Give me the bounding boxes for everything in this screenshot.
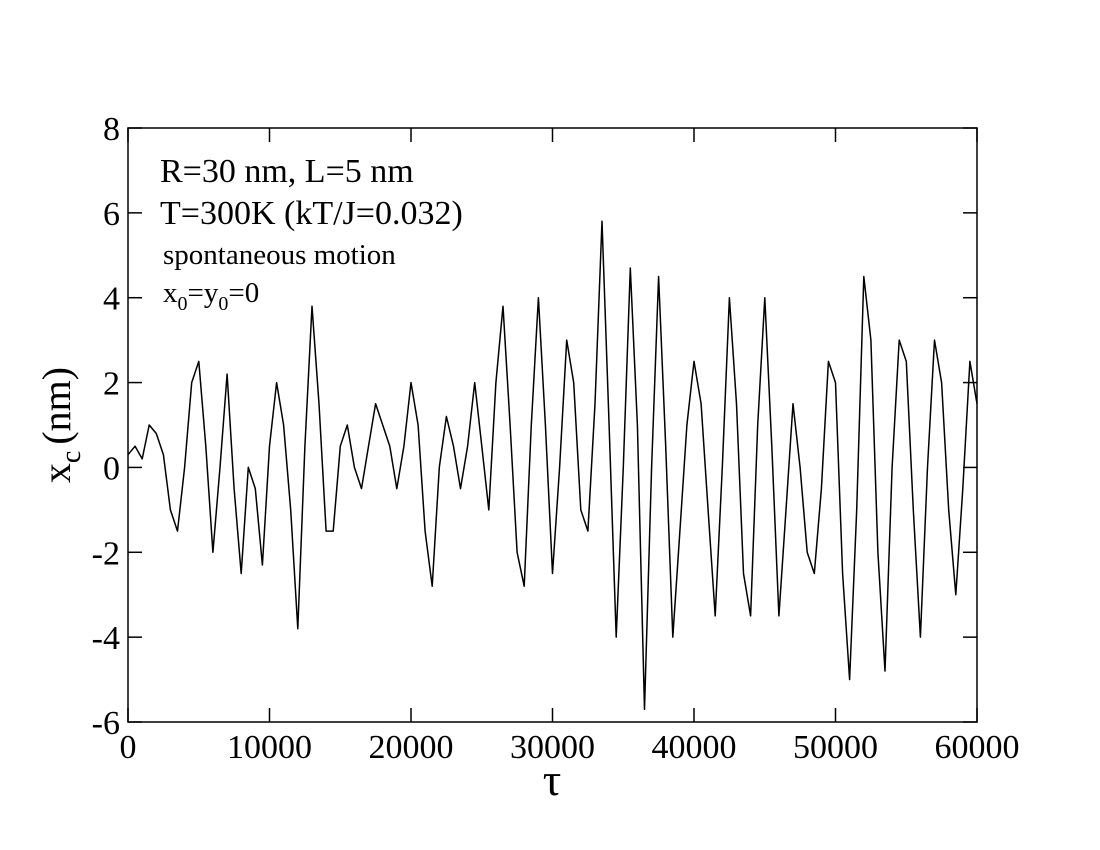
annotation: spontaneous motion xyxy=(163,239,396,271)
y-tick-label: 8 xyxy=(103,111,120,148)
y-label-part: (nm) xyxy=(34,367,79,445)
annotation: R=30 nm, L=5 nm xyxy=(160,153,414,190)
y-label-sub: c xyxy=(56,451,87,463)
y-tick-label: -6 xyxy=(92,705,120,742)
annotation-sub: 0 xyxy=(218,293,228,315)
y-tick-label: 4 xyxy=(103,281,120,318)
x-tick-label: 60000 xyxy=(935,729,1020,766)
annotation-part: =y xyxy=(188,277,219,309)
annotation-part: x xyxy=(163,277,178,309)
x-tick-label: 50000 xyxy=(793,729,878,766)
x-tick-label: 10000 xyxy=(227,729,312,766)
y-tick-label: -4 xyxy=(92,620,120,657)
x-tick-label: 30000 xyxy=(510,729,595,766)
y-tick-label: -2 xyxy=(92,535,120,572)
annotation: T=300K (kT/J=0.032) xyxy=(160,195,463,232)
x-tick-label: 20000 xyxy=(369,729,454,766)
data-line xyxy=(127,220,978,711)
y-tick-label: 2 xyxy=(103,366,120,403)
x-tick-label: 40000 xyxy=(652,729,737,766)
x-axis-label: τ xyxy=(543,754,562,805)
annotation-sub: 0 xyxy=(178,293,188,315)
y-tick-label: 0 xyxy=(103,450,120,487)
annotation: x0=y0=0 xyxy=(163,277,259,315)
y-tick-label: 6 xyxy=(103,196,120,233)
annotation-part: =0 xyxy=(228,277,259,309)
x-tick-label: 0 xyxy=(120,729,137,766)
y-label-part: x xyxy=(34,463,79,483)
y-axis-label: xc (nm) xyxy=(34,367,87,483)
